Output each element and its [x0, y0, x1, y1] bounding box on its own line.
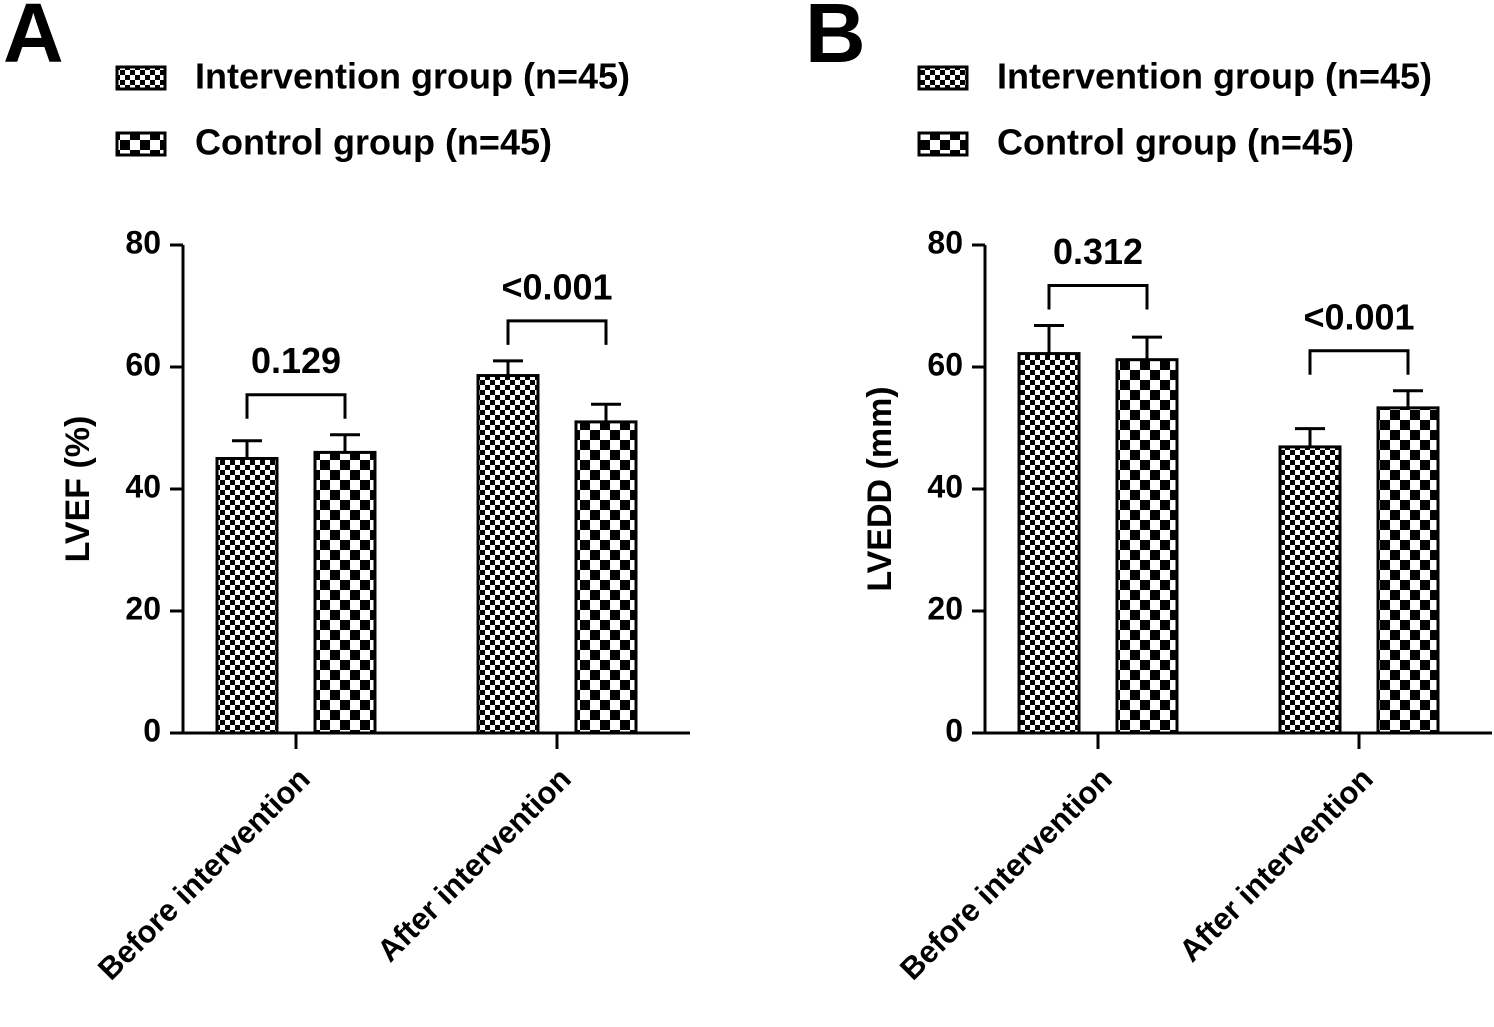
y-tick-label: 40	[927, 468, 963, 504]
bar	[574, 420, 638, 735]
bracket	[245, 393, 347, 419]
legend-label: Control group (n=45)	[195, 122, 552, 163]
bar	[1278, 445, 1342, 735]
panel-label: B	[805, 0, 866, 80]
y-tick-label: 60	[125, 346, 161, 382]
legend-label: Intervention group (n=45)	[195, 56, 630, 97]
y-axis-label: LVEF (%)	[59, 416, 97, 563]
y-tick-label: 0	[143, 712, 161, 748]
y-tick-label: 60	[927, 346, 963, 382]
x-tick-label: Before intervention	[893, 761, 1119, 987]
y-tick-label: 40	[125, 468, 161, 504]
p-value: 0.129	[251, 340, 341, 381]
legend-swatch	[917, 131, 969, 157]
legend-swatch	[115, 65, 167, 91]
x-tick-label: Before intervention	[91, 761, 317, 987]
y-tick-label: 20	[927, 590, 963, 626]
bar	[1115, 358, 1179, 735]
bar	[476, 374, 540, 735]
bracket	[506, 319, 608, 345]
x-tick-label: After intervention	[1172, 761, 1379, 968]
x-tick-label: After intervention	[370, 761, 577, 968]
bar	[1017, 352, 1081, 735]
y-tick-label: 80	[927, 224, 963, 260]
bracket	[1047, 284, 1149, 310]
legend-swatch	[115, 131, 167, 157]
y-tick-label: 0	[945, 712, 963, 748]
bar	[1376, 406, 1440, 735]
p-value: <0.001	[1303, 296, 1414, 337]
y-tick-label: 80	[125, 224, 161, 260]
panel-label: A	[3, 0, 64, 80]
p-value: 0.312	[1053, 231, 1143, 272]
bar	[313, 450, 377, 735]
legend-swatch	[917, 65, 969, 91]
y-axis-label: LVEDD (mm)	[861, 386, 899, 591]
bar	[215, 457, 279, 735]
legend-label: Intervention group (n=45)	[997, 56, 1432, 97]
p-value: <0.001	[501, 266, 612, 307]
legend-label: Control group (n=45)	[997, 122, 1354, 163]
bracket	[1308, 349, 1410, 375]
y-tick-label: 20	[125, 590, 161, 626]
